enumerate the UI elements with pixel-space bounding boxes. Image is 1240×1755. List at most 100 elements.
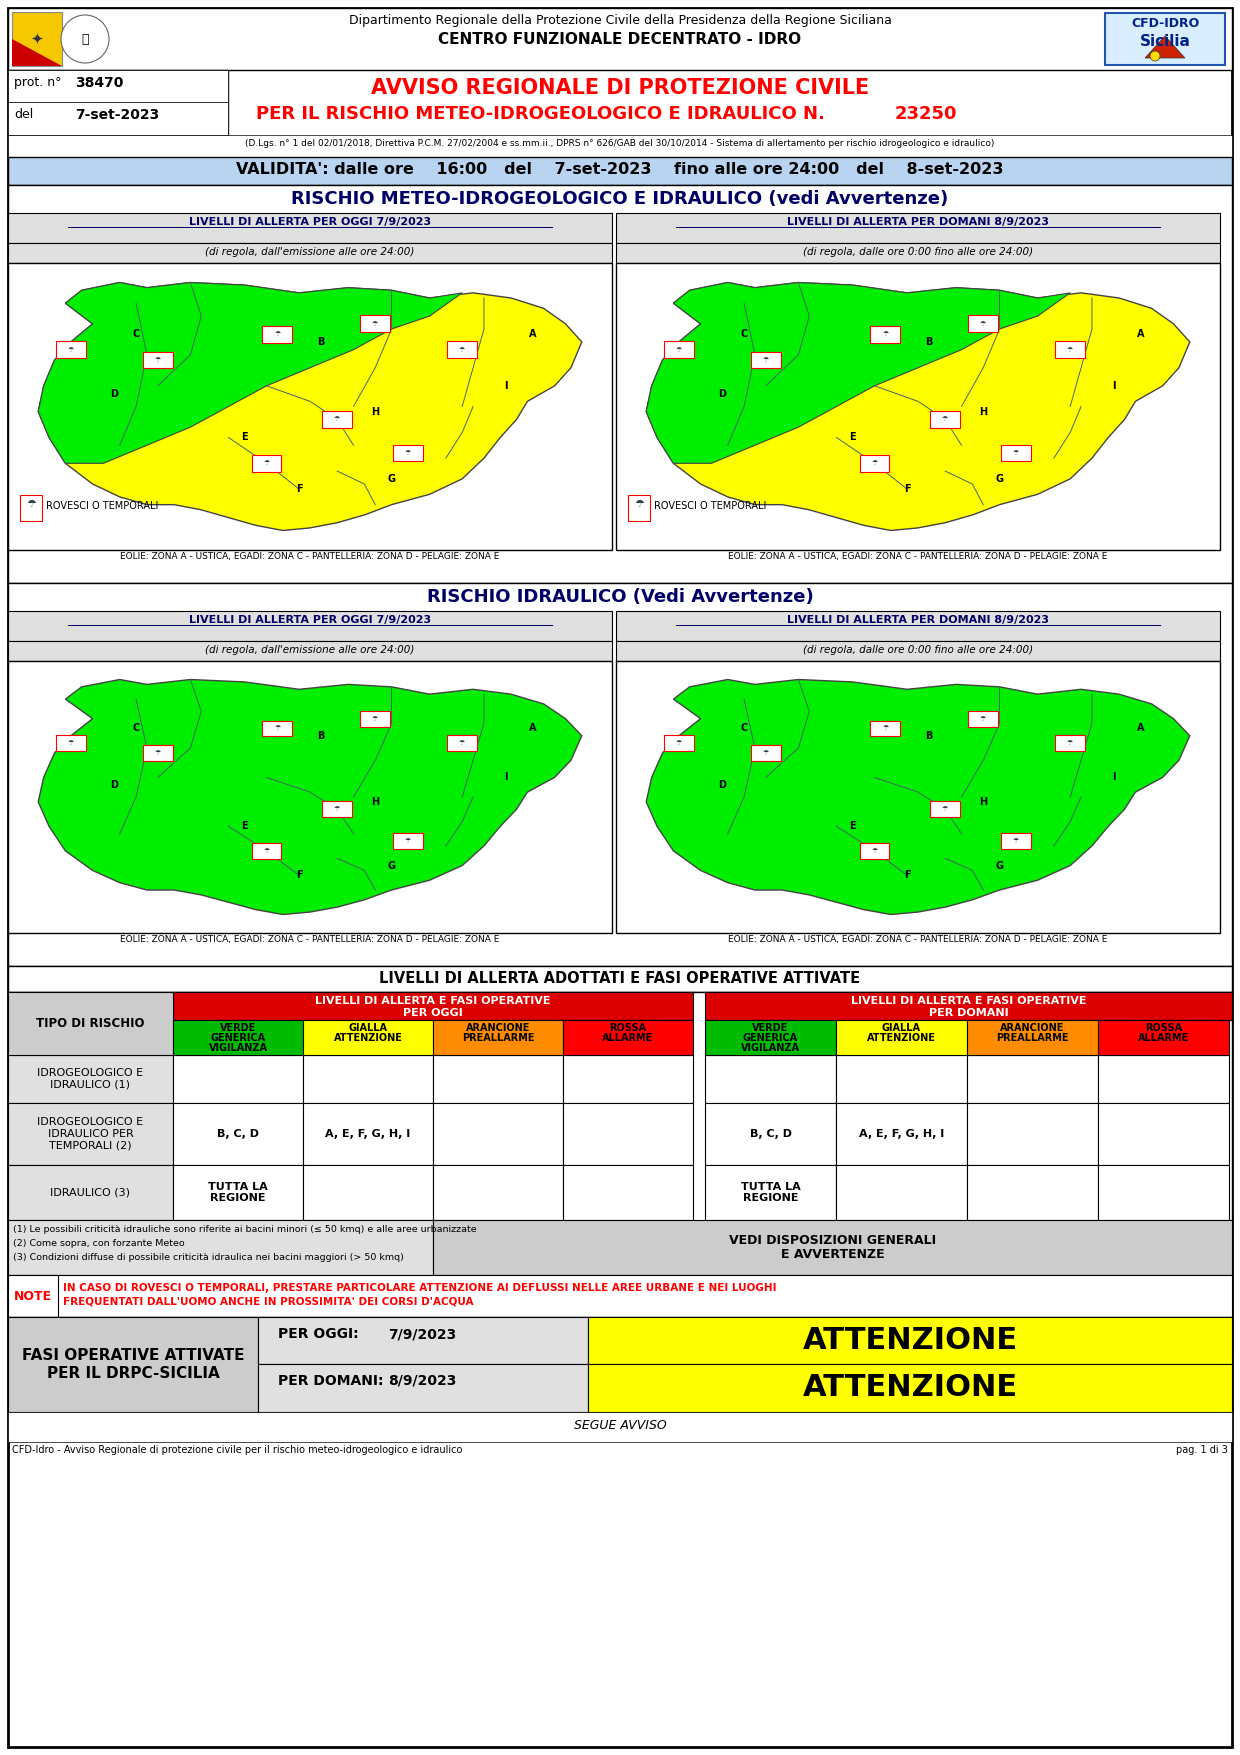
Text: ☂: ☂: [1068, 741, 1074, 746]
Text: LIVELLI DI ALLERTA E FASI OPERATIVE
PER OGGI: LIVELLI DI ALLERTA E FASI OPERATIVE PER …: [315, 997, 551, 1018]
Bar: [361, 711, 391, 727]
Bar: [174, 992, 693, 1020]
Text: ROSSA: ROSSA: [1145, 1023, 1182, 1034]
Text: F: F: [904, 484, 910, 495]
Bar: [1097, 1020, 1229, 1055]
Text: ROVESCI O TEMPORALI: ROVESCI O TEMPORALI: [653, 500, 766, 511]
Bar: [7, 242, 613, 263]
Bar: [751, 744, 781, 762]
Text: ROVESCI O TEMPORALI: ROVESCI O TEMPORALI: [46, 500, 159, 511]
Text: G: G: [996, 860, 1003, 870]
Text: CFD-IDRO: CFD-IDRO: [1131, 18, 1199, 30]
Text: D: D: [110, 779, 118, 790]
Bar: [7, 965, 1233, 992]
Bar: [7, 611, 613, 641]
Text: 8/9/2023: 8/9/2023: [388, 1374, 456, 1388]
Text: ☂: ☂: [1013, 839, 1019, 844]
Text: ROSSA: ROSSA: [609, 1023, 646, 1034]
Bar: [7, 583, 1233, 965]
Polygon shape: [38, 283, 582, 530]
Bar: [859, 842, 889, 858]
Bar: [627, 495, 650, 521]
Bar: [1097, 1055, 1229, 1102]
Text: GENERICA: GENERICA: [211, 1034, 265, 1042]
Text: TUTTA LA
REGIONE: TUTTA LA REGIONE: [208, 1181, 268, 1204]
Polygon shape: [646, 283, 1070, 463]
Bar: [7, 184, 1233, 583]
Bar: [174, 1055, 303, 1102]
Bar: [836, 1102, 967, 1165]
Bar: [7, 662, 613, 934]
Bar: [258, 1364, 588, 1413]
Text: ☂: ☂: [68, 741, 74, 746]
Text: ☂: ☂: [882, 332, 889, 337]
Bar: [7, 212, 613, 242]
Bar: [751, 351, 781, 369]
Text: PER DOMANI:: PER DOMANI:: [278, 1374, 383, 1388]
Bar: [663, 340, 693, 358]
Text: pag. 1 di 3: pag. 1 di 3: [1176, 1444, 1228, 1455]
Text: NOTE: NOTE: [14, 1290, 52, 1302]
Bar: [56, 340, 86, 358]
Text: B: B: [317, 337, 325, 347]
Bar: [263, 326, 293, 342]
Text: ALLARME: ALLARME: [1138, 1034, 1189, 1042]
Text: ☂: ☂: [459, 347, 465, 353]
Bar: [7, 70, 228, 102]
Text: C: C: [740, 330, 748, 339]
Bar: [56, 735, 86, 751]
Bar: [1055, 735, 1085, 751]
Text: ☂: ☂: [459, 741, 465, 746]
Polygon shape: [12, 39, 62, 67]
Text: A, E, F, G, H, I: A, E, F, G, H, I: [325, 1128, 410, 1139]
Text: ATTENZIONE: ATTENZIONE: [334, 1034, 403, 1042]
Text: ☂: ☂: [980, 321, 986, 326]
Text: IDRAULICO (3): IDRAULICO (3): [51, 1188, 130, 1197]
Bar: [7, 1316, 258, 1413]
Text: ☂: ☂: [155, 749, 161, 756]
Text: G: G: [996, 474, 1003, 484]
Text: ☂: ☂: [263, 460, 269, 467]
Text: ✦: ✦: [31, 32, 43, 46]
Text: I: I: [1112, 381, 1116, 391]
Bar: [252, 455, 281, 472]
Text: H: H: [980, 797, 987, 807]
Text: ☂: ☂: [676, 347, 682, 353]
Bar: [7, 1274, 58, 1316]
Text: (di regola, dall'emissione alle ore 24:00): (di regola, dall'emissione alle ore 24:0…: [206, 247, 414, 256]
Bar: [7, 102, 228, 135]
Text: H: H: [371, 797, 379, 807]
Text: E: E: [849, 821, 856, 832]
Bar: [393, 444, 423, 462]
Text: TUTTA LA
REGIONE: TUTTA LA REGIONE: [740, 1181, 800, 1204]
Text: (1) Le possibili criticità idrauliche sono riferite ai bacini minori (≤ 50 kmq) : (1) Le possibili criticità idrauliche so…: [12, 1225, 476, 1234]
Text: 23250: 23250: [895, 105, 957, 123]
Bar: [7, 1316, 1233, 1413]
Bar: [7, 1055, 174, 1102]
Text: (di regola, dall'emissione alle ore 24:00): (di regola, dall'emissione alle ore 24:0…: [206, 646, 414, 655]
Bar: [1001, 444, 1030, 462]
Text: A, E, F, G, H, I: A, E, F, G, H, I: [859, 1128, 944, 1139]
Text: PREALLARME: PREALLARME: [996, 1034, 1069, 1042]
Bar: [1055, 340, 1085, 358]
Bar: [7, 70, 228, 135]
Text: (D.Lgs. n° 1 del 02/01/2018, Direttiva P.C.M. 27/02/2004 e ss.mm.ii., DPRS n° 62: (D.Lgs. n° 1 del 02/01/2018, Direttiva P…: [246, 139, 994, 147]
Text: ☂: ☂: [334, 416, 340, 423]
Bar: [563, 1102, 693, 1165]
Text: LIVELLI DI ALLERTA ADOTTATI E FASI OPERATIVE ATTIVATE: LIVELLI DI ALLERTA ADOTTATI E FASI OPERA…: [379, 971, 861, 986]
Text: 38470: 38470: [74, 75, 123, 90]
Text: ☂: ☂: [274, 332, 280, 337]
Text: VALIDITA': dalle ore    16:00   del    7-set-2023    fino alle ore 24:00   del  : VALIDITA': dalle ore 16:00 del 7-set-202…: [237, 161, 1003, 177]
Text: B: B: [317, 730, 325, 741]
Text: I: I: [1112, 772, 1116, 783]
Text: E: E: [242, 821, 248, 832]
Bar: [706, 1055, 836, 1102]
Text: EOLIE: ZONA A - USTICA, EGADI: ZONA C - PANTELLERIA: ZONA D - PELAGIE: ZONA E: EOLIE: ZONA A - USTICA, EGADI: ZONA C - …: [728, 935, 1107, 944]
Circle shape: [61, 16, 109, 63]
Bar: [7, 641, 613, 662]
Text: ☂: ☂: [763, 356, 769, 363]
Text: ☂: ☂: [1068, 347, 1074, 353]
Text: IN CASO DI ROVESCI O TEMPORALI, PRESTARE PARTICOLARE ATTENZIONE AI DEFLUSSI NELL: IN CASO DI ROVESCI O TEMPORALI, PRESTARE…: [63, 1283, 776, 1293]
Bar: [616, 212, 1220, 242]
Text: LIVELLI DI ALLERTA PER DOMANI 8/9/2023: LIVELLI DI ALLERTA PER DOMANI 8/9/2023: [787, 614, 1049, 625]
